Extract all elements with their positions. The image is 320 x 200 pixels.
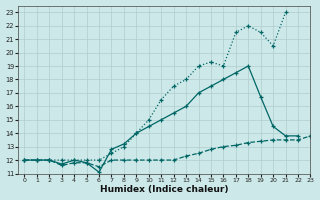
X-axis label: Humidex (Indice chaleur): Humidex (Indice chaleur) — [100, 185, 228, 194]
